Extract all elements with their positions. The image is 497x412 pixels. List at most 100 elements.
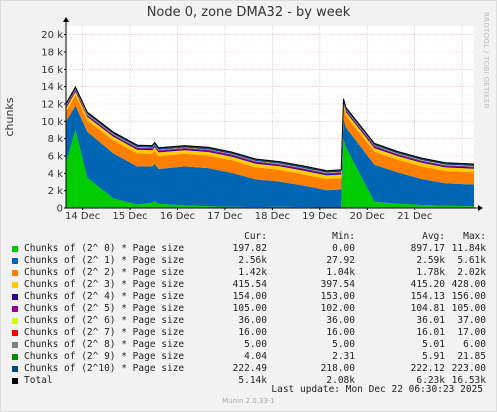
legend-series-name: Chunks of (2^ 3) * Page size	[24, 279, 185, 290]
x-tick-label: 21 Dec	[397, 211, 432, 222]
legend-series-name: Chunks of (2^ 2) * Page size	[24, 267, 185, 278]
legend-swatch	[12, 342, 18, 348]
legend-cur-value: 415.54	[232, 279, 267, 290]
legend-cur-value: 16.00	[238, 327, 267, 338]
legend-avg-value: 16.01	[416, 327, 445, 338]
side-credit-label: RRDTOOL / TOBI OETIKER	[482, 12, 490, 109]
y-tick-label: 6 k	[48, 152, 64, 163]
legend-min-value: 5.00	[332, 339, 355, 350]
legend-min-value: 27.92	[326, 255, 355, 266]
y-tick-label: 12 k	[41, 100, 63, 111]
legend-min-value: 36.00	[326, 315, 355, 326]
y-tick-label: 10 k	[41, 117, 63, 128]
legend-swatch	[12, 366, 18, 372]
legend-series-name: Chunks of (2^10) * Page size	[24, 363, 185, 374]
x-tick-label: 18 Dec	[255, 211, 290, 222]
legend-header-cur: Cur:	[244, 231, 267, 242]
legend-swatch	[12, 318, 18, 324]
legend-series-name: Chunks of (2^ 7) * Page size	[24, 327, 185, 338]
legend-series-name: Total	[24, 375, 53, 386]
y-tick-label: 18 k	[41, 48, 63, 59]
legend-cur-value: 105.00	[232, 303, 267, 314]
x-tick-labels: 14 Dec 15 Dec 16 Dec 17 Dec 18 Dec 19 Dec 20 D…	[65, 208, 432, 222]
legend-series-name: Chunks of (2^ 5) * Page size	[24, 303, 185, 314]
x-tick-label: 14 Dec	[65, 211, 100, 222]
legend-series-name: Chunks of (2^ 1) * Page size	[24, 255, 185, 266]
legend-row: Chunks of (2^10) * Page size 222.49 218.00…	[12, 363, 490, 375]
legend-series-name: Chunks of (2^ 8) * Page size	[24, 339, 185, 350]
legend-max-value: 17.00	[457, 327, 486, 338]
legend-cur-value: 154.00	[232, 291, 267, 302]
legend-max-value: 6.00	[463, 339, 486, 350]
legend-max-value: 223.00	[451, 363, 486, 374]
legend-row: Total 5.14k 2.08k 6.23k 16.53k	[12, 375, 490, 387]
y-tick-labels: 0 2 k 4 k 6 k 8 k 10 k 12 k 14 k 16 k 18 k 20 k	[41, 30, 66, 215]
legend-row: Chunks of (2^ 0) * Page size 197.82 0.00 89…	[12, 243, 490, 255]
y-tick-label: 4 k	[48, 169, 64, 180]
legend-row: Chunks of (2^ 7) * Page size 16.00 16.00 16…	[12, 327, 490, 339]
area-series-1	[66, 105, 474, 208]
y-axis-arrow	[63, 17, 69, 22]
legend-row: Chunks of (2^ 8) * Page size 5.00 5.00 5.01…	[12, 339, 490, 351]
legend-max-value: 428.00	[451, 279, 486, 290]
legend-max-value: 2.02k	[457, 267, 486, 278]
legend-avg-value: 104.81	[410, 303, 445, 314]
legend-min-value: 16.00	[326, 327, 355, 338]
legend-min-value: 1.04k	[326, 267, 355, 278]
y-tick-label: 20 k	[41, 30, 63, 41]
legend-min-value: 102.00	[320, 303, 355, 314]
legend-avg-value: 5.01	[422, 339, 445, 350]
legend-row: Chunks of (2^ 9) * Page size 4.04 2.31 5.91…	[12, 351, 490, 363]
last-update: Last update: Mon Dec 22 06:30:23 2025	[271, 384, 483, 395]
legend-swatch	[12, 378, 18, 384]
legend-max-value: 105.00	[451, 303, 486, 314]
legend-row: Chunks of (2^ 2) * Page size 1.42k 1.04k 1.…	[12, 267, 490, 279]
legend-row: Chunks of (2^ 6) * Page size 36.00 36.00 36…	[12, 315, 490, 327]
legend-swatch	[12, 270, 18, 276]
legend: Cur: Min: Avg: Max: Chunks of (2^ 0) * P…	[12, 231, 490, 387]
legend-cur-value: 5.00	[244, 339, 267, 350]
legend-series-name: Chunks of (2^ 4) * Page size	[24, 291, 185, 302]
legend-min-value: 2.31	[332, 351, 355, 362]
legend-max-value: 156.00	[451, 291, 486, 302]
footer-version: Munin 2.0.33-1	[222, 397, 275, 405]
legend-swatch	[12, 246, 18, 252]
legend-min-value: 397.54	[320, 279, 355, 290]
legend-avg-value: 415.20	[410, 279, 445, 290]
x-tick-label: 16 Dec	[160, 211, 195, 222]
legend-swatch	[12, 354, 18, 360]
chart-svg: 0 2 k 4 k 6 k 8 k 10 k 12 k 14 k 16 k 18 k 20 k 14…	[3, 17, 483, 222]
y-tick-label: 16 k	[41, 65, 63, 76]
legend-row: Chunks of (2^ 4) * Page size 154.00 153.00…	[12, 291, 490, 303]
legend-cur-value: 5.14k	[238, 375, 267, 386]
stacked-areas	[65, 86, 475, 208]
total-line	[65, 86, 475, 172]
legend-min-value: 153.00	[320, 291, 355, 302]
y-tick-label: 8 k	[48, 134, 64, 145]
legend-header: Cur: Min: Avg: Max:	[12, 231, 490, 243]
y-tick-label: 0	[57, 204, 63, 215]
x-tick-label: 20 Dec	[350, 211, 385, 222]
legend-cur-value: 1.42k	[238, 267, 267, 278]
legend-max-value: 21.85	[457, 351, 486, 362]
legend-series-name: Chunks of (2^ 9) * Page size	[24, 351, 185, 362]
legend-max-value: 16.53k	[451, 375, 486, 386]
axes	[63, 17, 483, 211]
legend-avg-value: 36.01	[416, 315, 445, 326]
area-series-2	[66, 95, 474, 191]
legend-cur-value: 222.49	[232, 363, 267, 374]
legend-row: Chunks of (2^ 1) * Page size 2.56k 27.92 2.…	[12, 255, 490, 267]
x-tick-label: 19 Dec	[302, 211, 337, 222]
legend-min-value: 0.00	[332, 243, 355, 254]
legend-swatch	[12, 258, 18, 264]
legend-max-value: 5.61k	[457, 255, 486, 266]
legend-avg-value: 897.17	[410, 243, 445, 254]
legend-header-max: Max:	[463, 231, 486, 242]
y-axis-label: chunks	[3, 97, 16, 136]
legend-row: Chunks of (2^ 3) * Page size 415.54 397.54…	[12, 279, 490, 291]
legend-min-value: 2.08k	[326, 375, 355, 386]
area-series-0	[66, 130, 474, 208]
legend-max-value: 11.84k	[451, 243, 486, 254]
legend-avg-value: 222.12	[410, 363, 445, 374]
legend-max-value: 37.00	[457, 315, 486, 326]
